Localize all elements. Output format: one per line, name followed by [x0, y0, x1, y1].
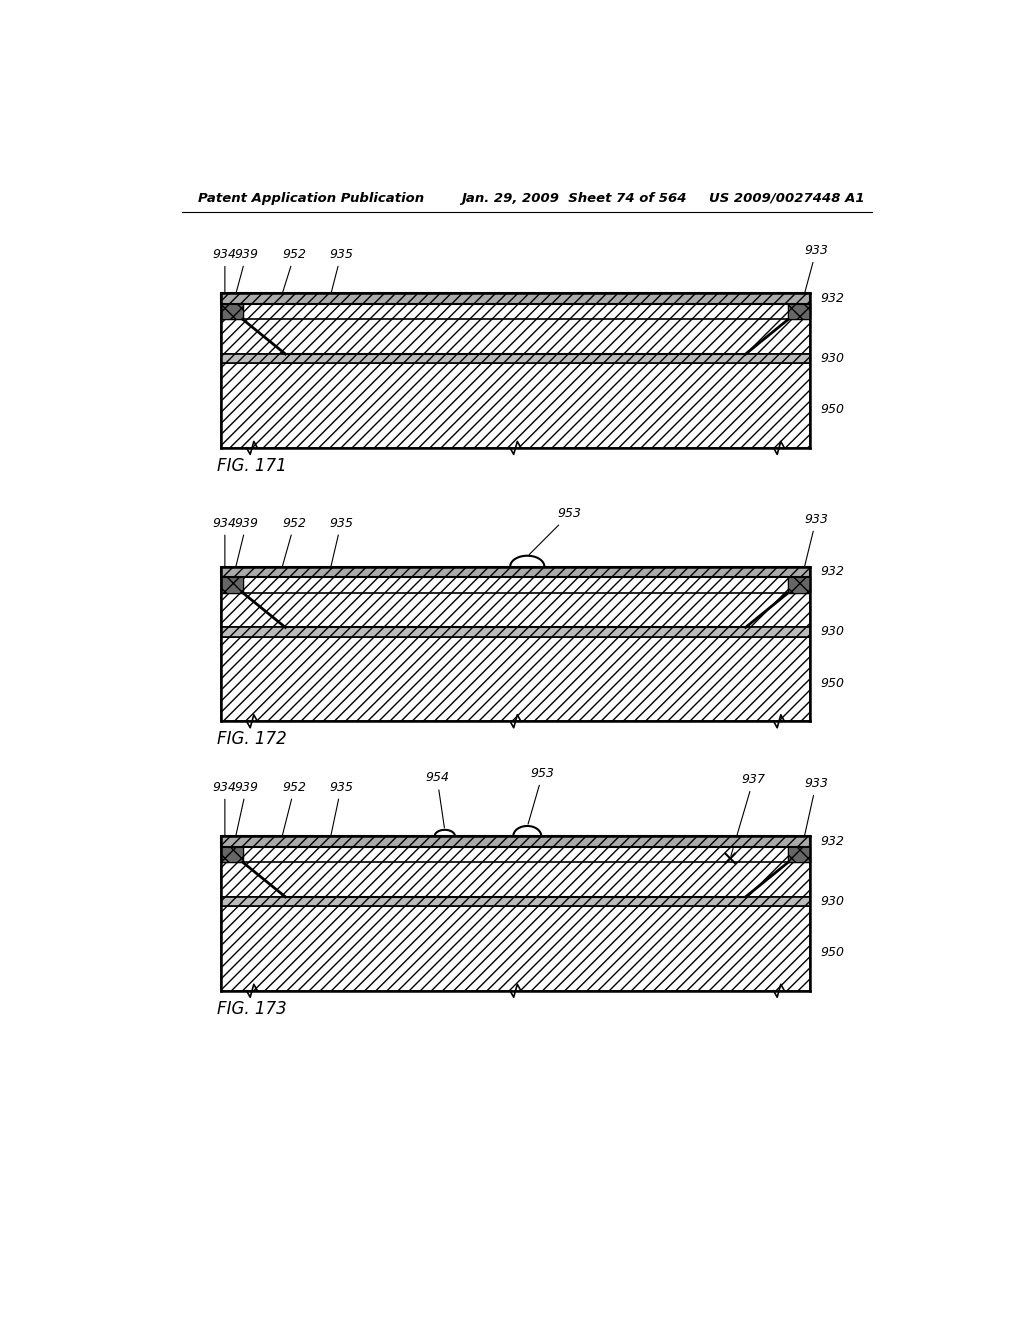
Text: 933: 933 [804, 512, 828, 566]
Bar [221, 627, 810, 636]
Bar [221, 363, 810, 447]
Text: Patent Application Publication: Patent Application Publication [198, 191, 424, 205]
Text: 939: 939 [234, 248, 259, 294]
Text: 952: 952 [283, 248, 306, 293]
Text: 937: 937 [731, 774, 765, 855]
Bar [221, 354, 810, 363]
Text: FIG. 172: FIG. 172 [217, 730, 287, 748]
Text: 950: 950 [821, 946, 845, 960]
Text: 934: 934 [213, 516, 237, 568]
Text: 934: 934 [213, 248, 237, 294]
Bar [788, 577, 810, 593]
Text: 930: 930 [821, 352, 845, 366]
Bar [221, 577, 810, 627]
Bar [788, 847, 810, 862]
Bar [221, 847, 243, 862]
Text: 932: 932 [821, 834, 845, 847]
Text: 952: 952 [283, 780, 306, 837]
Text: 950: 950 [821, 404, 845, 416]
Text: 934: 934 [213, 780, 237, 837]
Bar [221, 304, 243, 319]
Text: 932: 932 [821, 565, 845, 578]
Text: 933: 933 [804, 244, 828, 293]
Text: FIG. 171: FIG. 171 [217, 457, 287, 475]
Text: 939: 939 [234, 516, 259, 568]
Text: 953: 953 [529, 507, 582, 554]
Bar [788, 304, 810, 319]
Bar [221, 636, 810, 721]
Bar [221, 293, 810, 304]
Bar [788, 304, 810, 319]
Text: 952: 952 [283, 516, 306, 566]
Bar [221, 896, 810, 906]
Text: US 2009/0027448 A1: US 2009/0027448 A1 [710, 191, 865, 205]
Text: FIG. 173: FIG. 173 [217, 999, 287, 1018]
Text: 935: 935 [329, 780, 353, 840]
Text: 930: 930 [821, 626, 845, 639]
Text: 950: 950 [821, 677, 845, 689]
Bar [221, 847, 810, 896]
Text: 939: 939 [234, 780, 259, 837]
Bar [221, 577, 243, 593]
Text: 935: 935 [329, 516, 353, 570]
Text: 932: 932 [821, 292, 845, 305]
Bar [221, 304, 810, 354]
Bar [221, 566, 810, 577]
Text: 930: 930 [821, 895, 845, 908]
Bar [221, 906, 810, 991]
Text: 953: 953 [528, 767, 555, 824]
Bar [221, 577, 243, 593]
Bar [221, 836, 810, 847]
Bar [788, 577, 810, 593]
Text: 933: 933 [804, 776, 828, 837]
Bar [788, 847, 810, 862]
Bar [221, 847, 243, 862]
Text: 954: 954 [425, 771, 450, 828]
Text: 935: 935 [329, 248, 353, 297]
Text: Jan. 29, 2009  Sheet 74 of 564: Jan. 29, 2009 Sheet 74 of 564 [461, 191, 687, 205]
Bar [221, 304, 243, 319]
